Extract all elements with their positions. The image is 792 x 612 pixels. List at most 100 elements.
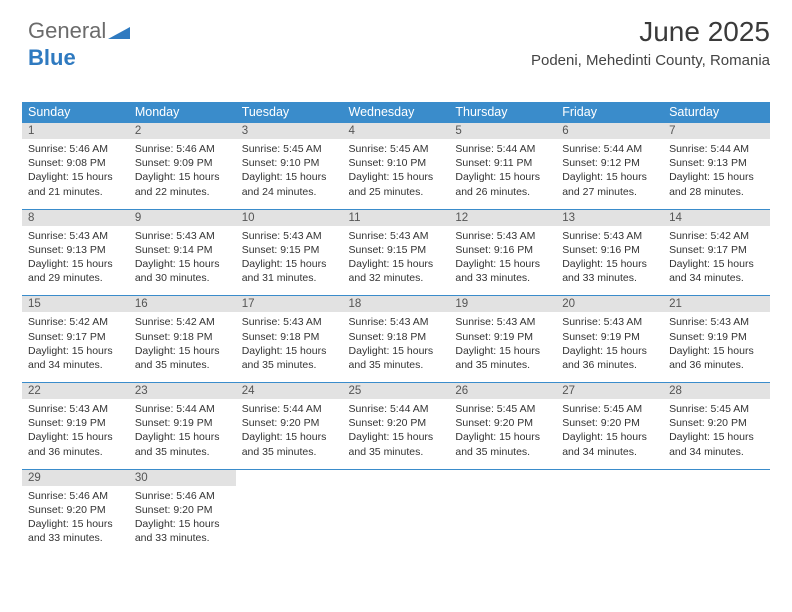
sunrise-text: Sunrise: 5:46 AM bbox=[135, 142, 230, 156]
day-number-cell: 28 bbox=[663, 383, 770, 400]
sunset-text: Sunset: 9:19 PM bbox=[562, 330, 657, 344]
weekday-header: Tuesday bbox=[236, 102, 343, 123]
logo-text-1: General bbox=[28, 18, 106, 43]
sunrise-text: Sunrise: 5:43 AM bbox=[562, 229, 657, 243]
sunset-text: Sunset: 9:11 PM bbox=[455, 156, 550, 170]
daylight-text: Daylight: 15 hours and 35 minutes. bbox=[349, 344, 444, 372]
day-content-row: Sunrise: 5:43 AMSunset: 9:19 PMDaylight:… bbox=[22, 399, 770, 469]
day-number-cell: 18 bbox=[343, 296, 450, 313]
sunset-text: Sunset: 9:15 PM bbox=[242, 243, 337, 257]
day-content-cell: Sunrise: 5:43 AMSunset: 9:19 PMDaylight:… bbox=[556, 312, 663, 382]
sunrise-text: Sunrise: 5:43 AM bbox=[455, 229, 550, 243]
daylight-text: Daylight: 15 hours and 34 minutes. bbox=[669, 257, 764, 285]
day-number-row: 1234567 bbox=[22, 123, 770, 140]
sunset-text: Sunset: 9:16 PM bbox=[562, 243, 657, 257]
weekday-header: Saturday bbox=[663, 102, 770, 123]
day-content-cell: Sunrise: 5:43 AMSunset: 9:13 PMDaylight:… bbox=[22, 226, 129, 296]
daylight-text: Daylight: 15 hours and 35 minutes. bbox=[242, 430, 337, 458]
weekday-header: Monday bbox=[129, 102, 236, 123]
day-content-cell: Sunrise: 5:42 AMSunset: 9:17 PMDaylight:… bbox=[663, 226, 770, 296]
sunrise-text: Sunrise: 5:44 AM bbox=[669, 142, 764, 156]
sunset-text: Sunset: 9:08 PM bbox=[28, 156, 123, 170]
day-content-cell: Sunrise: 5:45 AMSunset: 9:20 PMDaylight:… bbox=[663, 399, 770, 469]
sunrise-text: Sunrise: 5:44 AM bbox=[135, 402, 230, 416]
day-content-cell: Sunrise: 5:46 AMSunset: 9:09 PMDaylight:… bbox=[129, 139, 236, 209]
day-number-cell bbox=[556, 469, 663, 486]
day-content-cell bbox=[343, 486, 450, 556]
sunrise-text: Sunrise: 5:43 AM bbox=[455, 315, 550, 329]
day-content-cell: Sunrise: 5:44 AMSunset: 9:20 PMDaylight:… bbox=[236, 399, 343, 469]
day-number-cell: 17 bbox=[236, 296, 343, 313]
day-content-cell: Sunrise: 5:43 AMSunset: 9:19 PMDaylight:… bbox=[663, 312, 770, 382]
daylight-text: Daylight: 15 hours and 35 minutes. bbox=[135, 430, 230, 458]
day-number-cell bbox=[236, 469, 343, 486]
day-number-cell: 29 bbox=[22, 469, 129, 486]
daylight-text: Daylight: 15 hours and 27 minutes. bbox=[562, 170, 657, 198]
day-content-cell: Sunrise: 5:43 AMSunset: 9:18 PMDaylight:… bbox=[236, 312, 343, 382]
day-content-cell: Sunrise: 5:45 AMSunset: 9:10 PMDaylight:… bbox=[236, 139, 343, 209]
sunrise-text: Sunrise: 5:45 AM bbox=[242, 142, 337, 156]
day-number-cell: 16 bbox=[129, 296, 236, 313]
day-number-row: 2930 bbox=[22, 469, 770, 486]
day-content-cell: Sunrise: 5:42 AMSunset: 9:18 PMDaylight:… bbox=[129, 312, 236, 382]
day-content-row: Sunrise: 5:46 AMSunset: 9:20 PMDaylight:… bbox=[22, 486, 770, 556]
weekday-header: Sunday bbox=[22, 102, 129, 123]
day-number-cell: 3 bbox=[236, 123, 343, 140]
day-content-cell: Sunrise: 5:44 AMSunset: 9:11 PMDaylight:… bbox=[449, 139, 556, 209]
daylight-text: Daylight: 15 hours and 35 minutes. bbox=[455, 344, 550, 372]
sunset-text: Sunset: 9:10 PM bbox=[242, 156, 337, 170]
day-number-cell: 22 bbox=[22, 383, 129, 400]
sunrise-text: Sunrise: 5:42 AM bbox=[669, 229, 764, 243]
sunrise-text: Sunrise: 5:43 AM bbox=[349, 229, 444, 243]
sunset-text: Sunset: 9:18 PM bbox=[349, 330, 444, 344]
sunrise-text: Sunrise: 5:45 AM bbox=[349, 142, 444, 156]
sunrise-text: Sunrise: 5:46 AM bbox=[28, 489, 123, 503]
sunrise-text: Sunrise: 5:43 AM bbox=[242, 315, 337, 329]
day-content-cell: Sunrise: 5:46 AMSunset: 9:20 PMDaylight:… bbox=[22, 486, 129, 556]
day-content-cell: Sunrise: 5:43 AMSunset: 9:15 PMDaylight:… bbox=[343, 226, 450, 296]
sunrise-text: Sunrise: 5:43 AM bbox=[562, 315, 657, 329]
day-number-cell: 5 bbox=[449, 123, 556, 140]
sunset-text: Sunset: 9:19 PM bbox=[455, 330, 550, 344]
sunrise-text: Sunrise: 5:43 AM bbox=[349, 315, 444, 329]
sunset-text: Sunset: 9:20 PM bbox=[562, 416, 657, 430]
day-number-cell: 20 bbox=[556, 296, 663, 313]
day-content-cell: Sunrise: 5:44 AMSunset: 9:19 PMDaylight:… bbox=[129, 399, 236, 469]
sunrise-text: Sunrise: 5:45 AM bbox=[562, 402, 657, 416]
day-number-cell: 7 bbox=[663, 123, 770, 140]
sunrise-text: Sunrise: 5:45 AM bbox=[669, 402, 764, 416]
day-content-row: Sunrise: 5:46 AM Sunset: 9:08 PM Daylight:… bbox=[22, 139, 770, 209]
day-number-cell: 19 bbox=[449, 296, 556, 313]
day-number-cell: 4 bbox=[343, 123, 450, 140]
sunrise-text: Sunrise: 5:43 AM bbox=[669, 315, 764, 329]
daylight-text: Daylight: 15 hours and 34 minutes. bbox=[562, 430, 657, 458]
daylight-text: Daylight: 15 hours and 31 minutes. bbox=[242, 257, 337, 285]
header-right: June 2025 Podeni, Mehedinti County, Roma… bbox=[531, 16, 770, 69]
daylight-text: Daylight: 15 hours and 36 minutes. bbox=[562, 344, 657, 372]
daylight-text: Daylight: 15 hours and 35 minutes. bbox=[455, 430, 550, 458]
day-number-cell: 30 bbox=[129, 469, 236, 486]
sunrise-text: Sunrise: 5:44 AM bbox=[349, 402, 444, 416]
day-content-cell bbox=[449, 486, 556, 556]
daylight-text: Daylight: 15 hours and 33 minutes. bbox=[455, 257, 550, 285]
sunrise-text: Sunrise: 5:44 AM bbox=[242, 402, 337, 416]
sunset-text: Sunset: 9:19 PM bbox=[28, 416, 123, 430]
day-number-cell: 24 bbox=[236, 383, 343, 400]
day-number-cell: 25 bbox=[343, 383, 450, 400]
day-content-cell: Sunrise: 5:44 AMSunset: 9:20 PMDaylight:… bbox=[343, 399, 450, 469]
day-content-cell: Sunrise: 5:42 AMSunset: 9:17 PMDaylight:… bbox=[22, 312, 129, 382]
daylight-text: Daylight: 15 hours and 28 minutes. bbox=[669, 170, 764, 198]
sunrise-text: Sunrise: 5:42 AM bbox=[135, 315, 230, 329]
day-number-cell bbox=[663, 469, 770, 486]
daylight-text: Daylight: 15 hours and 35 minutes. bbox=[349, 430, 444, 458]
daylight-text: Daylight: 15 hours and 33 minutes. bbox=[562, 257, 657, 285]
weekday-header: Wednesday bbox=[343, 102, 450, 123]
day-number-row: 891011121314 bbox=[22, 209, 770, 226]
daylight-text: Daylight: 15 hours and 24 minutes. bbox=[242, 170, 337, 198]
day-number-cell: 21 bbox=[663, 296, 770, 313]
sunset-text: Sunset: 9:12 PM bbox=[562, 156, 657, 170]
day-number-cell: 6 bbox=[556, 123, 663, 140]
day-number-row: 22232425262728 bbox=[22, 383, 770, 400]
daylight-text: Daylight: 15 hours and 36 minutes. bbox=[28, 430, 123, 458]
sunrise-text: Sunrise: 5:42 AM bbox=[28, 315, 123, 329]
